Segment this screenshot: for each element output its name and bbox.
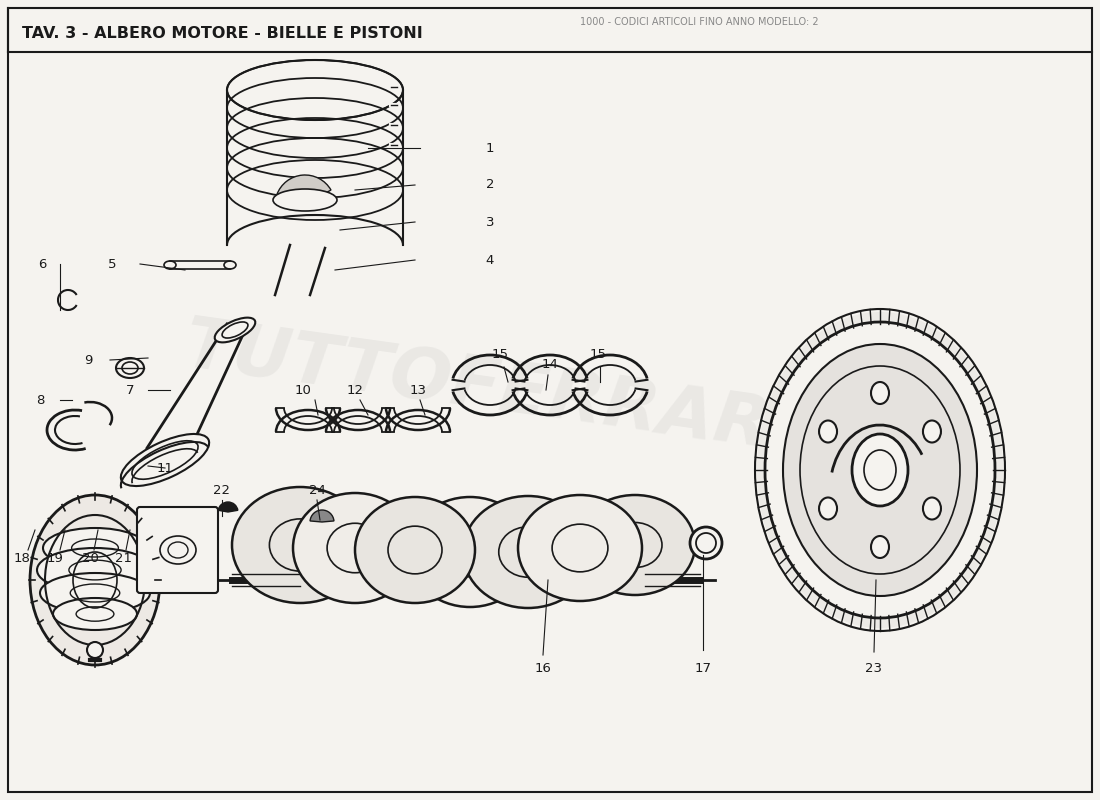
Text: 1000 - CODICI ARTICOLI FINO ANNO MODELLO: 2: 1000 - CODICI ARTICOLI FINO ANNO MODELLO… [580,17,818,27]
Text: 17: 17 [694,662,712,674]
Text: 13: 13 [409,383,427,397]
Ellipse shape [30,495,159,665]
Text: 11: 11 [156,462,174,474]
Ellipse shape [43,528,147,568]
Ellipse shape [227,60,403,120]
Ellipse shape [164,261,176,269]
Ellipse shape [820,498,837,519]
Ellipse shape [575,495,695,595]
Text: 4: 4 [486,254,494,266]
Ellipse shape [293,493,417,603]
Ellipse shape [53,598,138,630]
Ellipse shape [690,527,722,559]
Ellipse shape [852,434,907,506]
Ellipse shape [138,458,158,474]
Text: 5: 5 [108,258,117,270]
Ellipse shape [232,487,368,603]
Ellipse shape [757,312,1003,628]
Wedge shape [310,510,334,522]
Text: 20: 20 [81,551,98,565]
Text: 7: 7 [125,383,134,397]
Wedge shape [277,175,331,205]
Text: 6: 6 [37,258,46,270]
Ellipse shape [214,318,255,342]
Ellipse shape [764,322,996,618]
Ellipse shape [224,261,236,269]
Ellipse shape [871,536,889,558]
Ellipse shape [40,573,150,613]
Text: 12: 12 [346,383,363,397]
Text: 2: 2 [486,178,494,191]
Text: 21: 21 [114,551,132,565]
Text: 14: 14 [541,358,559,371]
Ellipse shape [87,642,103,658]
Ellipse shape [518,495,642,601]
Ellipse shape [923,498,940,519]
Ellipse shape [820,421,837,442]
Text: 10: 10 [295,383,311,397]
Text: 19: 19 [46,551,64,565]
FancyBboxPatch shape [138,507,218,593]
Text: 23: 23 [866,662,882,674]
Ellipse shape [783,344,977,596]
Text: 16: 16 [535,662,551,674]
Ellipse shape [116,358,144,378]
Ellipse shape [408,497,532,607]
Text: 3: 3 [486,215,494,229]
Wedge shape [218,502,238,512]
Ellipse shape [923,421,940,442]
Text: 22: 22 [213,483,231,497]
Text: 9: 9 [84,354,92,366]
Text: 15: 15 [590,349,606,362]
Text: TAV. 3 - ALBERO MOTORE - BIELLE E PISTONI: TAV. 3 - ALBERO MOTORE - BIELLE E PISTON… [22,26,422,42]
Ellipse shape [273,189,337,211]
Text: 8: 8 [36,394,44,406]
Ellipse shape [37,548,153,592]
Ellipse shape [160,536,196,564]
Text: 18: 18 [13,551,31,565]
Ellipse shape [355,497,475,603]
Ellipse shape [121,434,209,486]
Ellipse shape [463,496,593,608]
Text: 24: 24 [309,483,326,497]
Text: 1: 1 [486,142,494,154]
Ellipse shape [871,382,889,404]
Text: 15: 15 [492,349,508,362]
Text: TUTTOFERRARI: TUTTOFERRARI [179,313,801,467]
